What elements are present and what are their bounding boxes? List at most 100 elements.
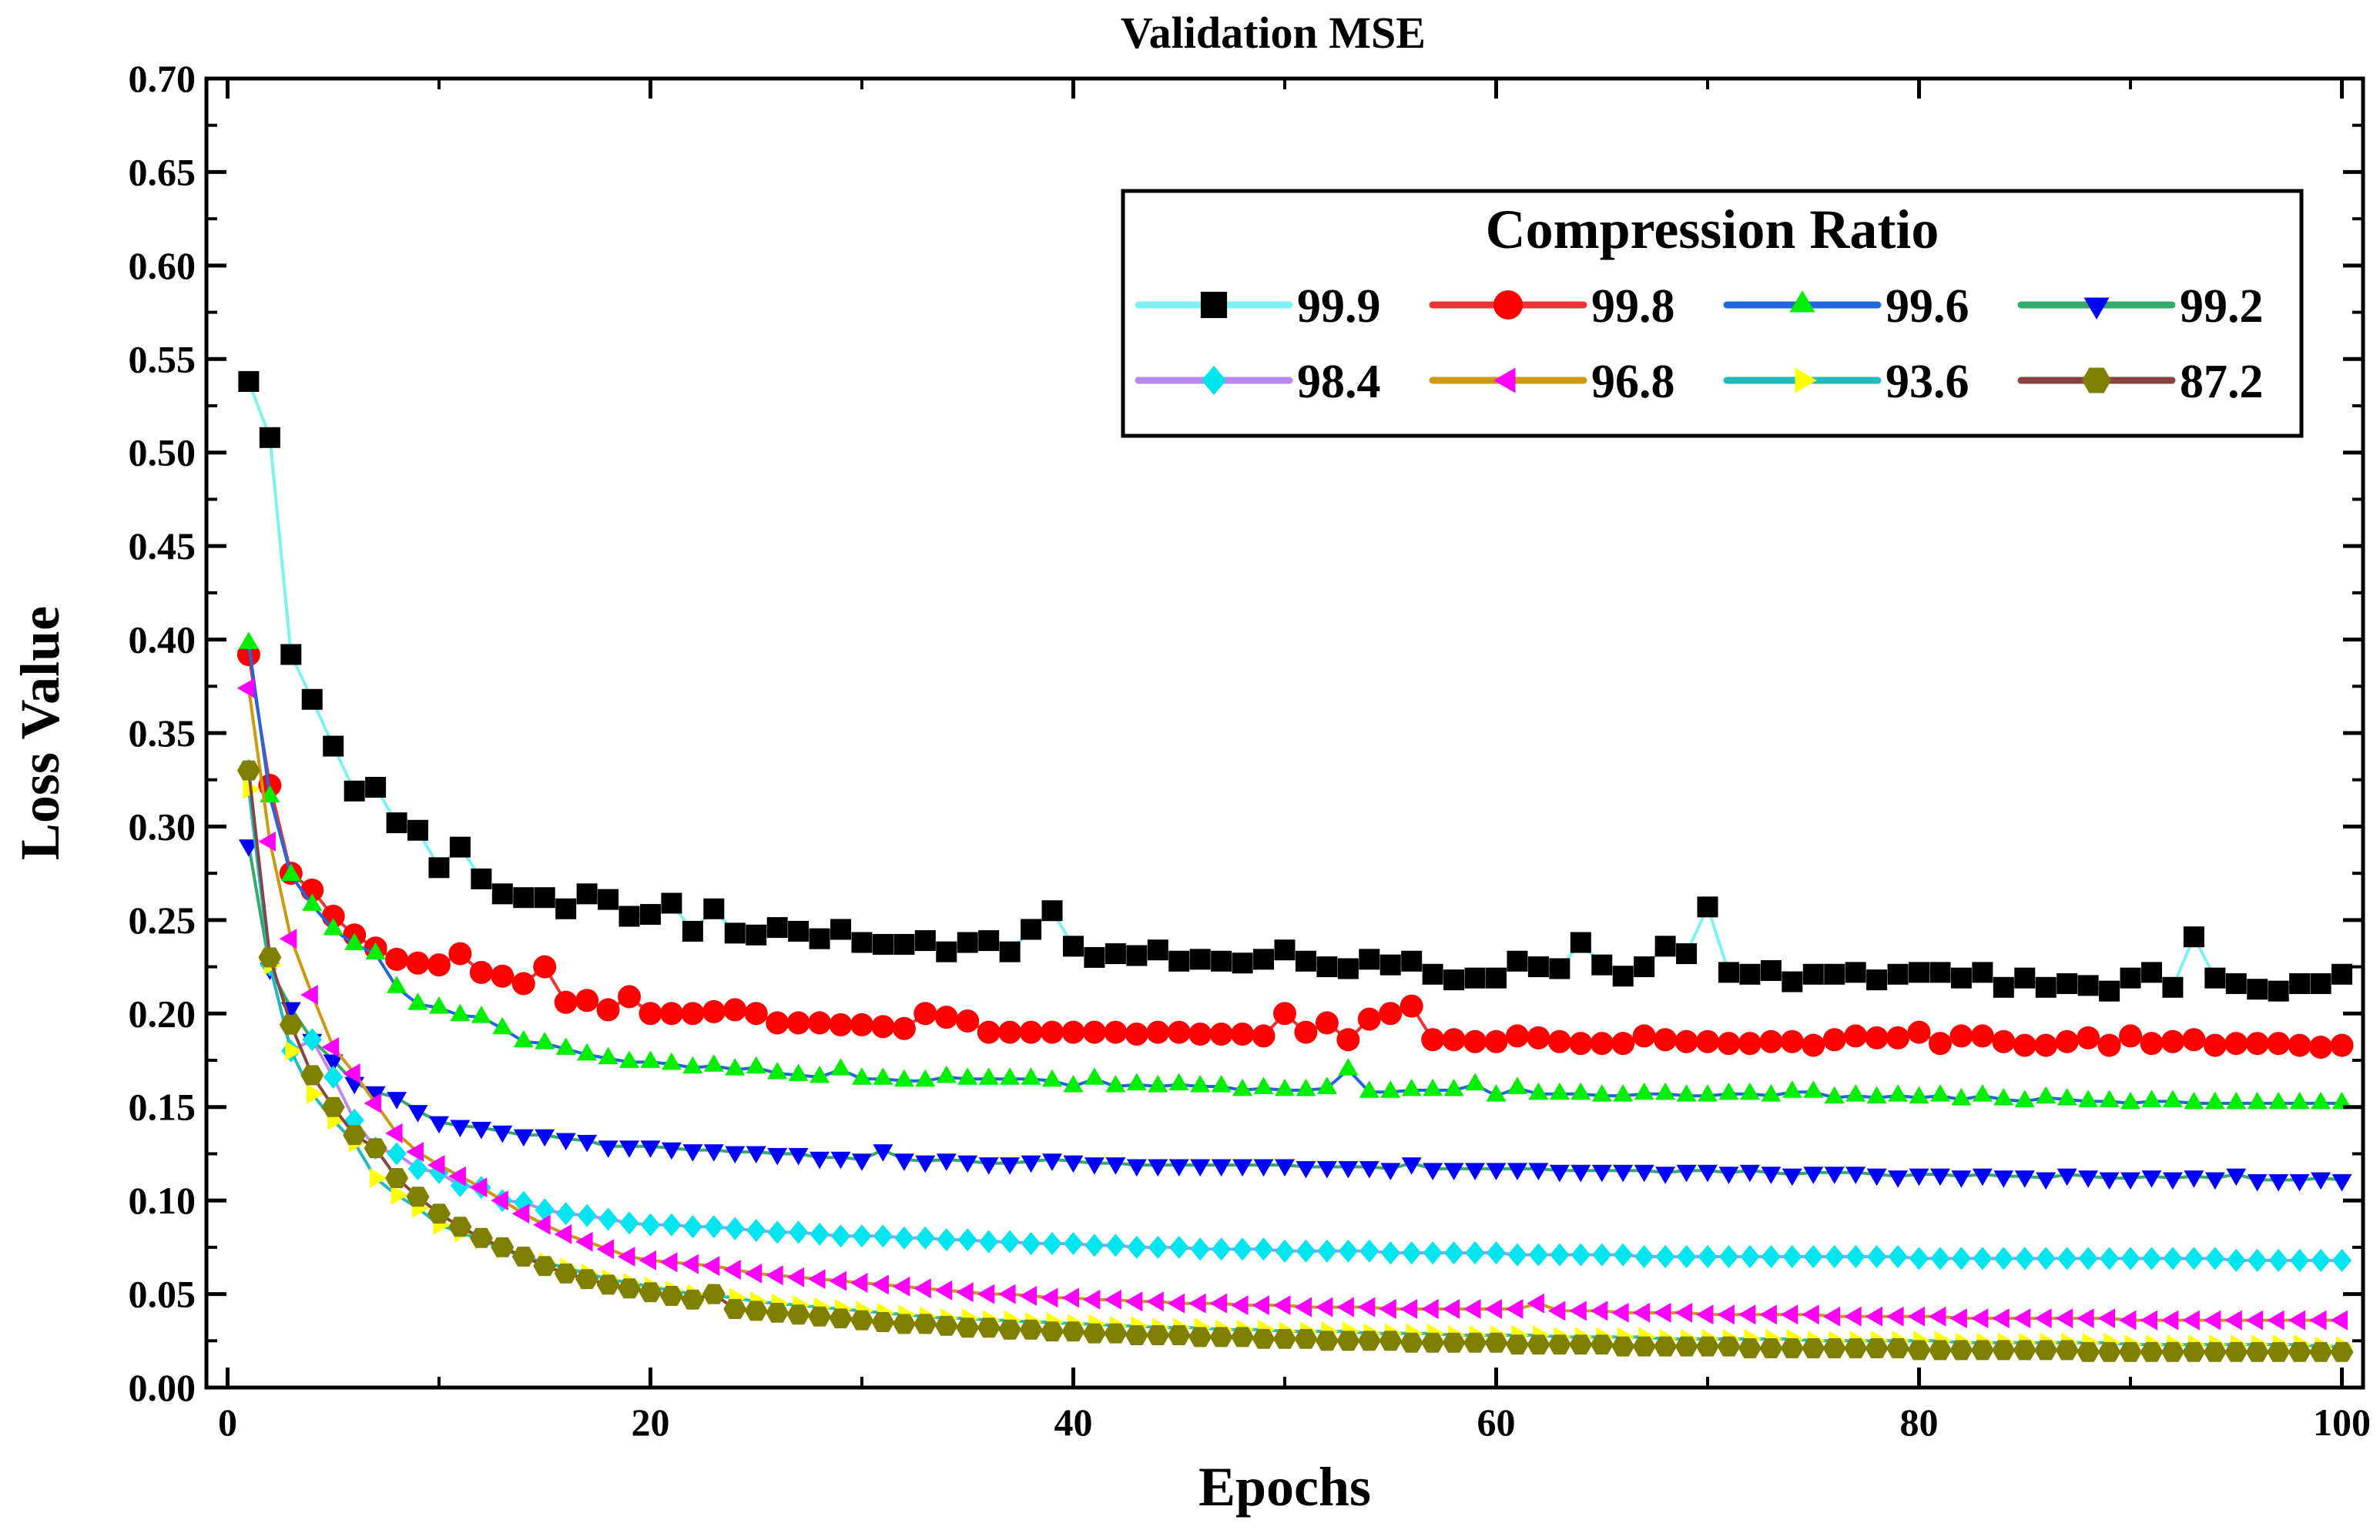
data-point bbox=[598, 1207, 618, 1231]
data-point bbox=[575, 989, 599, 1013]
data-point bbox=[1782, 1080, 1802, 1098]
data-point bbox=[1167, 1020, 1191, 1044]
data-point bbox=[1613, 1164, 1634, 1183]
data-point bbox=[1465, 1163, 1485, 1180]
data-point bbox=[385, 1168, 409, 1188]
data-point bbox=[1231, 1295, 1249, 1316]
data-point bbox=[978, 1067, 999, 1085]
data-point bbox=[1759, 1338, 1783, 1358]
data-point bbox=[2224, 1310, 2242, 1331]
data-point bbox=[2013, 1033, 2036, 1057]
data-point bbox=[554, 1224, 572, 1244]
data-point bbox=[1273, 1328, 1296, 1349]
data-point bbox=[852, 1067, 872, 1085]
data-point bbox=[746, 924, 767, 946]
data-point bbox=[1951, 1170, 1972, 1188]
data-point bbox=[2077, 1308, 2094, 1329]
data-point bbox=[1380, 1241, 1400, 1265]
data-point bbox=[1992, 1029, 2016, 1053]
y-tick-label: 0.40 bbox=[129, 618, 196, 661]
data-point bbox=[1634, 956, 1655, 978]
data-point bbox=[2226, 1091, 2247, 1110]
data-point bbox=[258, 947, 282, 968]
data-point bbox=[448, 1166, 466, 1187]
data-point bbox=[555, 1202, 576, 1226]
legend-box bbox=[1121, 189, 2304, 438]
data-point bbox=[1780, 1304, 1798, 1325]
data-point bbox=[2309, 1310, 2327, 1331]
data-point bbox=[1930, 1168, 1950, 1187]
data-point bbox=[725, 1058, 746, 1076]
legend-item-99.6: 99.6 bbox=[1723, 280, 1969, 333]
data-point bbox=[1654, 1336, 1678, 1357]
data-point bbox=[491, 1237, 515, 1257]
data-point bbox=[469, 1227, 493, 1248]
data-point bbox=[1253, 1076, 1274, 1094]
data-point bbox=[1570, 1082, 1591, 1100]
data-point bbox=[703, 898, 725, 919]
data-point bbox=[2160, 1310, 2179, 1331]
data-point bbox=[1188, 1327, 1212, 1348]
data-point bbox=[1886, 1338, 1910, 1358]
x-tick-label: 100 bbox=[2313, 1401, 2371, 1444]
data-point bbox=[2310, 973, 2331, 994]
data-point bbox=[1993, 1170, 2014, 1188]
data-point bbox=[491, 964, 515, 988]
data-point bbox=[1866, 1245, 1887, 1268]
data-point bbox=[450, 1003, 471, 1022]
legend-label: 96.8 bbox=[1591, 356, 1675, 408]
data-point bbox=[2331, 1091, 2352, 1110]
data-point bbox=[2331, 1248, 2352, 1272]
data-point bbox=[1041, 1287, 1058, 1308]
data-point bbox=[575, 1231, 593, 1252]
data-point bbox=[1021, 1232, 1041, 1255]
data-point bbox=[513, 887, 535, 909]
data-point bbox=[1082, 1289, 1101, 1310]
data-point bbox=[1866, 1168, 1887, 1187]
data-point bbox=[1549, 1082, 1570, 1100]
data-point bbox=[1104, 1323, 1128, 1344]
data-point bbox=[659, 1286, 683, 1306]
data-point bbox=[725, 1146, 746, 1163]
data-point bbox=[1464, 967, 1486, 989]
data-point bbox=[1486, 1163, 1507, 1180]
data-point bbox=[323, 1054, 344, 1072]
data-point bbox=[1613, 1243, 1633, 1267]
data-point bbox=[1696, 1029, 1720, 1053]
data-point bbox=[1061, 1020, 1085, 1044]
data-point bbox=[661, 1142, 682, 1160]
data-point bbox=[2247, 979, 2268, 1000]
data-point bbox=[1718, 1167, 1739, 1184]
data-point bbox=[1211, 1237, 1232, 1261]
series-line bbox=[246, 770, 2342, 1262]
data-point bbox=[1146, 1020, 1170, 1044]
y-tick-label: 0.10 bbox=[129, 1179, 196, 1222]
data-point bbox=[1421, 1028, 1445, 1052]
data-point bbox=[1528, 1082, 1549, 1100]
data-point bbox=[934, 1315, 958, 1336]
data-point bbox=[576, 883, 598, 905]
data-point bbox=[957, 1155, 978, 1173]
data-point bbox=[681, 1002, 705, 1026]
data-point bbox=[2034, 1308, 2052, 1329]
data-point bbox=[2311, 1172, 2331, 1190]
data-point bbox=[1907, 1020, 1931, 1044]
data-point bbox=[1591, 1164, 1612, 1183]
data-point bbox=[2141, 1090, 2162, 1107]
data-point bbox=[1231, 1023, 1255, 1046]
data-point bbox=[1041, 900, 1063, 922]
data-point bbox=[1697, 896, 1718, 918]
data-point bbox=[2289, 1091, 2310, 1110]
data-point bbox=[808, 1269, 826, 1290]
data-point bbox=[1190, 1075, 1211, 1093]
data-point bbox=[1274, 939, 1296, 961]
legend-entries: 99.9 99.8 99.6 99.2 98.4 96.8 93.6 87.2 bbox=[1135, 280, 2264, 408]
data-point bbox=[1973, 1247, 1993, 1270]
legend-item-99.2: 99.2 bbox=[2017, 280, 2264, 333]
data-point bbox=[1400, 994, 1423, 1018]
data-point bbox=[746, 1219, 766, 1242]
data-point bbox=[365, 1086, 386, 1104]
data-point bbox=[618, 985, 642, 1009]
data-point bbox=[1822, 1028, 1846, 1052]
data-point bbox=[2184, 1247, 2204, 1270]
